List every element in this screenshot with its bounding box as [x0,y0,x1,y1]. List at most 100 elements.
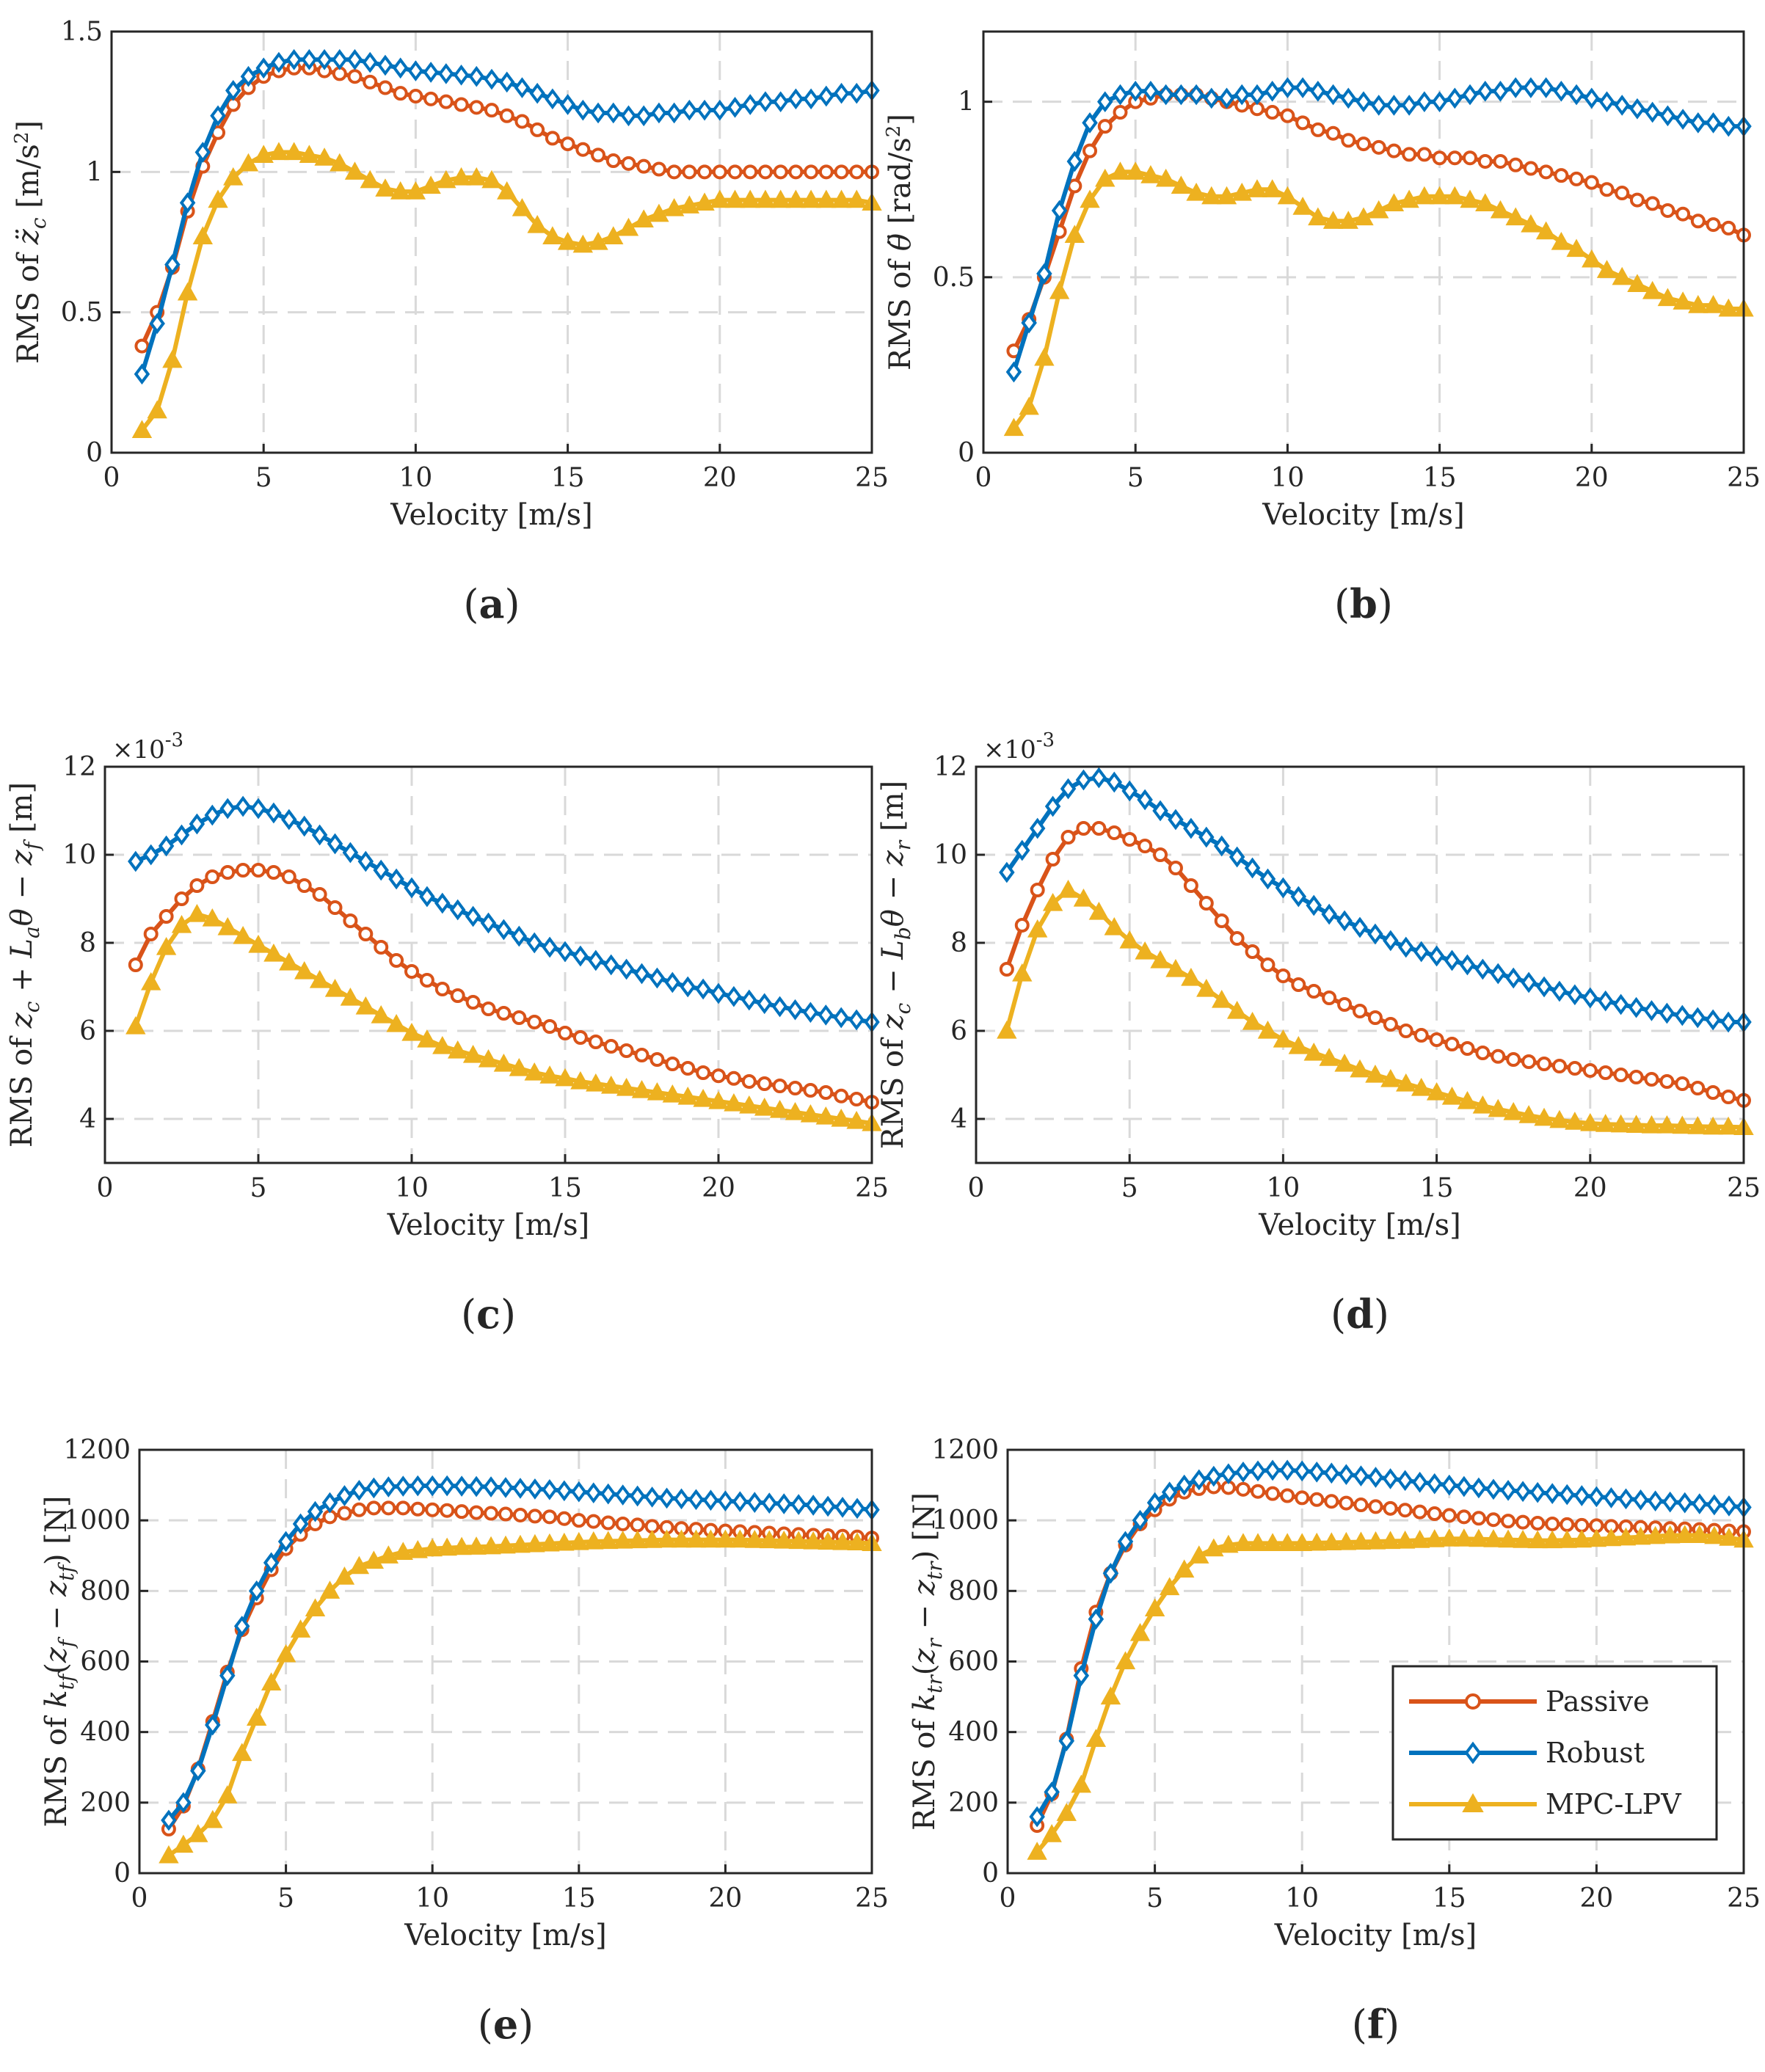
data-point-robust [1721,1495,1737,1517]
data-point-robust [1029,1806,1045,1828]
data-point-mpc-lpv [223,167,244,186]
x-tick-label: 15 [1420,1173,1454,1203]
data-point-mpc-lpv [349,1555,370,1575]
axis-exponent-label: ×10-3 [112,729,183,765]
data-point-passive [352,1502,367,1517]
data-point-robust [1544,1483,1560,1504]
data-point-mpc-lpv [710,189,730,208]
data-point-passive [499,108,514,123]
data-point-passive [649,1052,665,1067]
data-point-passive [189,878,205,893]
data-point-mpc-lpv [846,1110,867,1129]
series-line-mpc-lpv [167,1537,873,1858]
data-point-passive [205,869,220,884]
chart-panel-a: 0 5 10 15 20 25 0 0.5 1 1.5 Velocity [m/s] RMS of z… [11,17,889,627]
data-point-passive [1447,150,1463,166]
data-point-mpc-lpv [818,1531,838,1550]
data-point-mpc-lpv [1429,186,1450,205]
data-point-mpc-lpv [616,1077,637,1096]
data-point-robust [1161,1481,1178,1503]
y-tick-label: 8 [79,928,96,958]
y-tick-label: 0 [958,438,975,468]
data-point-mpc-lpv [1115,1651,1136,1670]
data-point-passive [1295,115,1311,131]
data-point-mpc-lpv [525,1533,545,1553]
data-point-mpc-lpv [724,1092,744,1112]
data-point-robust [1426,1473,1443,1495]
data-point-mpc-lpv [770,189,791,208]
data-point-mpc-lpv [1064,225,1085,244]
data-point-mpc-lpv [1672,1115,1693,1134]
data-point-robust [1559,1484,1576,1506]
data-point-robust [498,1477,514,1498]
data-point-passive [849,164,865,180]
data-point-robust [377,54,393,76]
x-tick-label: 20 [708,1883,742,1914]
data-point-passive [1235,1481,1251,1497]
data-point-mpc-lpv [1542,1530,1562,1549]
data-point-robust [511,925,528,947]
data-point-mpc-lpv [432,1035,453,1054]
data-point-passive [281,869,296,884]
data-point-passive [1309,1492,1325,1507]
data-point-passive [454,1504,470,1520]
legend-label-mpc-lpv: MPC-LPV [1546,1788,1681,1820]
data-point-robust [301,48,318,70]
data-point-passive [1721,1090,1736,1104]
data-point-robust [1290,886,1307,908]
data-point-robust [1306,894,1322,916]
data-point-mpc-lpv [1292,1533,1312,1552]
data-point-robust [787,999,804,1021]
data-point-passive [1264,105,1280,120]
data-point-robust [575,99,592,121]
data-point-robust [410,1475,426,1497]
data-point-passive [1371,139,1386,155]
data-point-robust [1204,87,1220,109]
data-point-mpc-lpv [405,181,426,200]
data-point-passive [484,103,499,118]
data-point-robust [250,798,266,820]
data-point-robust [194,142,211,163]
data-point-passive [1412,1504,1427,1520]
data-point-passive [572,1030,588,1045]
data-point-passive [542,1019,558,1034]
data-point-passive [434,982,450,996]
data-point-passive [711,1068,726,1084]
data-point-mpc-lpv [451,1536,472,1555]
chart-panel-b: 0 5 10 15 20 25 0 0.5 1 Velocity [m/s] RMS of θ̈ [… [883,30,1761,627]
data-point-mpc-lpv [355,996,376,1015]
y-axis-label: RMS of θ̈ [rad/s²]RMS of θ̈ [rad/s2] [883,114,917,371]
x-tick-label: 20 [702,1173,735,1203]
data-point-robust [1629,98,1645,120]
data-point-passive [1339,1495,1354,1511]
data-point-robust [1431,91,1448,113]
data-point-mpc-lpv [679,195,700,214]
data-point-passive [1477,153,1493,169]
data-point-mpc-lpv [1308,207,1328,226]
data-point-passive [1521,1054,1537,1069]
panel-caption: (e) [478,2001,534,2048]
data-point-robust [1355,91,1372,113]
data-point-robust [498,71,515,93]
data-point-mpc-lpv [448,1040,468,1059]
data-point-mpc-lpv [1125,161,1146,180]
data-point-mpc-lpv [340,987,361,1006]
data-point-robust [726,985,742,1007]
data-point-robust [1720,1011,1736,1033]
data-point-passive [619,1043,634,1058]
data-point-robust [263,1552,280,1574]
x-tick-label: 0 [975,463,992,493]
data-point-robust [468,1475,484,1498]
data-point-mpc-lpv [1248,1533,1268,1552]
data-point-mpc-lpv [832,1531,853,1550]
data-point-robust [559,94,576,115]
data-point-robust [727,96,743,118]
data-point-robust [772,91,789,113]
data-point-mpc-lpv [1557,1530,1577,1548]
data-point-passive [575,142,591,157]
data-point-robust [696,99,713,121]
data-point-mpc-lpv [1034,347,1055,366]
data-point-passive [1416,147,1432,162]
data-point-passive [423,91,439,106]
x-tick-label: 0 [103,463,120,493]
